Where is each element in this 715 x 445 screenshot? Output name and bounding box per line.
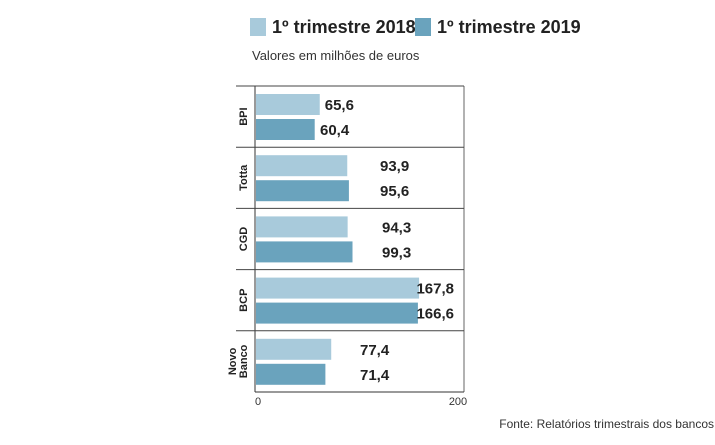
bar	[256, 216, 348, 238]
category-label: BCP	[238, 289, 250, 312]
bar	[256, 94, 320, 115]
legend-label-2018: 1º trimestre 2018	[272, 17, 416, 37]
category-label: BPI	[238, 107, 250, 125]
bar	[256, 241, 353, 263]
value-label: 93,9	[380, 158, 409, 175]
value-label: 166,6	[416, 306, 454, 323]
bar	[256, 180, 349, 202]
legend: 1º trimestre 2018 1º trimestre 2019	[250, 17, 581, 37]
value-label: 60,4	[320, 122, 350, 139]
chart-subtitle: Valores em milhões de euros	[252, 48, 420, 63]
legend-label-2019: 1º trimestre 2019	[437, 17, 581, 37]
value-label: 71,4	[360, 367, 390, 384]
category-label: Banco	[238, 344, 250, 378]
bar	[256, 338, 332, 360]
category-label: CGD	[238, 227, 250, 252]
value-label: 99,3	[382, 244, 411, 261]
bar	[256, 363, 326, 385]
source-note: Fonte: Relatórios trimestrais dos bancos	[499, 417, 714, 431]
bar	[256, 302, 418, 324]
value-label: 77,4	[360, 342, 390, 359]
value-label: 65,6	[325, 97, 354, 114]
value-label: 167,8	[416, 281, 454, 298]
bar	[256, 155, 348, 177]
bar	[256, 119, 315, 140]
x-tick-200: 200	[449, 396, 467, 408]
category-label: Novo	[227, 347, 239, 375]
category-label: Totta	[238, 164, 250, 191]
bar	[256, 277, 420, 299]
legend-swatch-2019	[415, 18, 431, 36]
x-tick-0: 0	[255, 396, 261, 408]
value-label: 95,6	[380, 183, 409, 200]
value-label: 94,3	[382, 219, 411, 236]
legend-swatch-2018	[250, 18, 266, 36]
plot-area: BPI 65,6 60,4 Totta 93,9 95,6 CGD 94,3 99,3 BCP 16…	[227, 85, 465, 393]
